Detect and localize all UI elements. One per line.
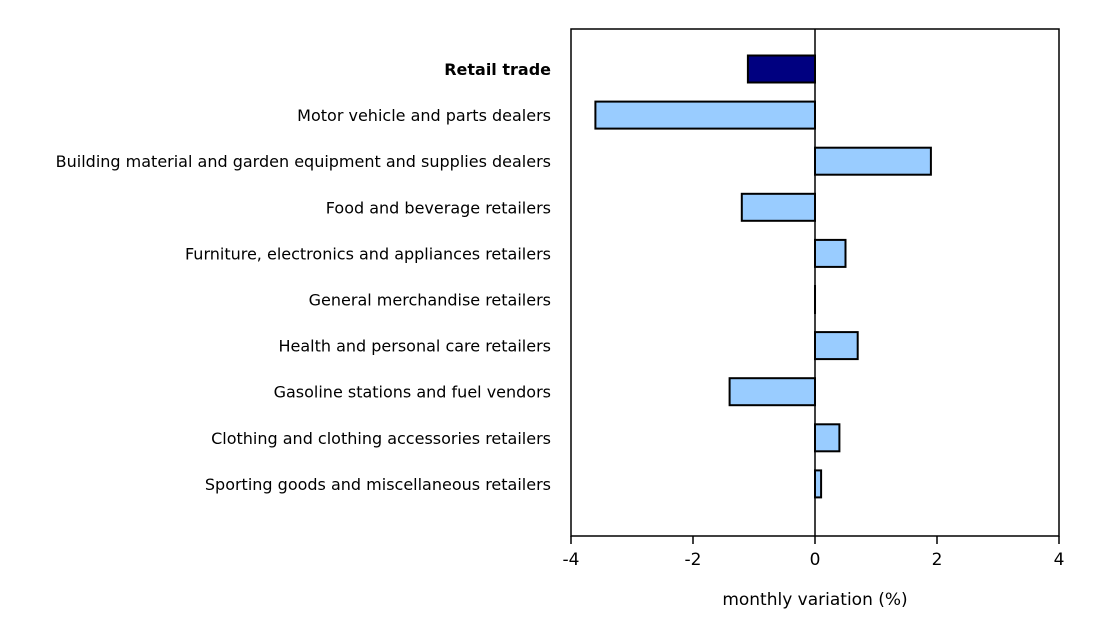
category-label: Gasoline stations and fuel vendors	[274, 383, 551, 402]
bar-6	[815, 332, 858, 359]
x-tick-label: 0	[810, 550, 821, 570]
bar-4	[815, 240, 846, 267]
category-label: Food and beverage retailers	[326, 198, 551, 217]
x-tick-label: 2	[932, 550, 943, 570]
bar-9	[815, 470, 821, 497]
bar-0	[748, 56, 815, 83]
bar-8	[815, 424, 839, 451]
x-tick-label: -4	[563, 550, 580, 570]
category-label: Sporting goods and miscellaneous retaile…	[205, 475, 551, 494]
category-label: Motor vehicle and parts dealers	[297, 106, 551, 125]
category-label: Building material and garden equipment a…	[56, 152, 551, 171]
category-label: Clothing and clothing accessories retail…	[211, 429, 551, 448]
bar-7	[730, 378, 815, 405]
category-label: Retail trade	[444, 60, 551, 79]
x-axis-label: monthly variation (%)	[722, 590, 907, 610]
x-tick-label: 4	[1054, 550, 1065, 570]
bar-1	[595, 102, 815, 129]
bar-3	[742, 194, 815, 221]
category-label: General merchandise retailers	[309, 291, 551, 310]
category-label: Health and personal care retailers	[278, 337, 551, 356]
x-tick-label: -2	[685, 550, 702, 570]
category-label: Furniture, electronics and appliances re…	[185, 244, 551, 263]
bar-2	[815, 148, 931, 175]
